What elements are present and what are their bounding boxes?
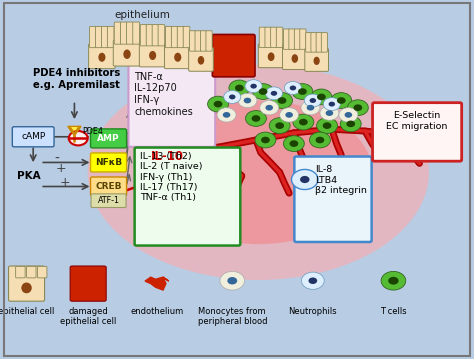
Circle shape bbox=[238, 93, 257, 108]
Circle shape bbox=[337, 97, 346, 104]
Circle shape bbox=[259, 88, 267, 95]
Circle shape bbox=[292, 169, 318, 190]
FancyBboxPatch shape bbox=[195, 31, 201, 51]
Circle shape bbox=[323, 98, 340, 111]
Text: NFκB: NFκB bbox=[95, 158, 122, 167]
Circle shape bbox=[320, 106, 339, 120]
FancyBboxPatch shape bbox=[9, 266, 45, 301]
FancyBboxPatch shape bbox=[139, 42, 166, 67]
Circle shape bbox=[255, 132, 276, 148]
Circle shape bbox=[317, 118, 337, 134]
FancyBboxPatch shape bbox=[158, 25, 165, 46]
Text: T cells: T cells bbox=[380, 307, 407, 316]
Circle shape bbox=[298, 88, 307, 95]
Circle shape bbox=[316, 137, 324, 143]
FancyBboxPatch shape bbox=[276, 27, 283, 47]
Circle shape bbox=[310, 98, 316, 103]
FancyBboxPatch shape bbox=[294, 29, 301, 50]
FancyBboxPatch shape bbox=[183, 27, 190, 48]
Text: damaged
epithelial cell: damaged epithelial cell bbox=[60, 307, 116, 326]
FancyBboxPatch shape bbox=[37, 266, 47, 278]
Circle shape bbox=[229, 80, 250, 96]
FancyBboxPatch shape bbox=[96, 27, 102, 48]
Circle shape bbox=[299, 119, 308, 125]
FancyBboxPatch shape bbox=[283, 29, 290, 50]
Circle shape bbox=[284, 81, 301, 94]
Text: -: - bbox=[55, 152, 59, 166]
FancyBboxPatch shape bbox=[206, 31, 212, 51]
Circle shape bbox=[293, 114, 314, 130]
FancyBboxPatch shape bbox=[89, 44, 115, 69]
FancyBboxPatch shape bbox=[113, 40, 141, 66]
Circle shape bbox=[269, 118, 290, 134]
Circle shape bbox=[271, 91, 277, 96]
Circle shape bbox=[292, 84, 313, 99]
Circle shape bbox=[354, 104, 362, 111]
Ellipse shape bbox=[149, 51, 156, 60]
Circle shape bbox=[311, 89, 332, 105]
Circle shape bbox=[260, 101, 279, 115]
FancyBboxPatch shape bbox=[177, 27, 184, 48]
Circle shape bbox=[304, 94, 321, 107]
Circle shape bbox=[253, 84, 273, 99]
FancyBboxPatch shape bbox=[101, 27, 108, 48]
Circle shape bbox=[317, 94, 326, 100]
Circle shape bbox=[244, 98, 251, 103]
Circle shape bbox=[245, 80, 262, 93]
Ellipse shape bbox=[313, 57, 320, 65]
Circle shape bbox=[300, 176, 310, 183]
Circle shape bbox=[69, 131, 88, 145]
Text: cAMP: cAMP bbox=[21, 132, 46, 141]
Circle shape bbox=[283, 136, 304, 151]
Text: IL-8
LTB4
β2 integrin: IL-8 LTB4 β2 integrin bbox=[315, 165, 367, 195]
FancyBboxPatch shape bbox=[316, 33, 322, 52]
Circle shape bbox=[328, 102, 335, 107]
FancyBboxPatch shape bbox=[172, 27, 178, 48]
Circle shape bbox=[250, 84, 257, 89]
FancyBboxPatch shape bbox=[164, 44, 191, 69]
Circle shape bbox=[290, 85, 296, 90]
FancyBboxPatch shape bbox=[152, 25, 159, 46]
Circle shape bbox=[307, 105, 314, 111]
FancyBboxPatch shape bbox=[27, 266, 36, 278]
Circle shape bbox=[290, 140, 298, 147]
FancyBboxPatch shape bbox=[294, 157, 372, 242]
Circle shape bbox=[214, 101, 222, 107]
FancyBboxPatch shape bbox=[12, 127, 54, 147]
FancyBboxPatch shape bbox=[311, 33, 317, 52]
Text: CREB: CREB bbox=[95, 182, 122, 191]
Text: AMP: AMP bbox=[97, 134, 120, 143]
Ellipse shape bbox=[292, 54, 298, 63]
FancyBboxPatch shape bbox=[146, 25, 153, 46]
Circle shape bbox=[252, 115, 260, 122]
FancyBboxPatch shape bbox=[120, 22, 127, 44]
Polygon shape bbox=[68, 126, 81, 136]
Circle shape bbox=[346, 121, 355, 127]
Text: IL-13 (Th2)
IL-2 (T naive)
IFN-γ (Th1)
IL-17 (Th17)
TNF-α (Th1): IL-13 (Th2) IL-2 (T naive) IFN-γ (Th1) I… bbox=[140, 152, 202, 202]
Circle shape bbox=[265, 87, 283, 100]
FancyBboxPatch shape bbox=[90, 27, 96, 48]
FancyBboxPatch shape bbox=[212, 34, 255, 77]
FancyBboxPatch shape bbox=[258, 44, 284, 67]
Circle shape bbox=[272, 93, 292, 108]
Circle shape bbox=[275, 122, 284, 129]
Text: Monocytes from
peripheral blood: Monocytes from peripheral blood bbox=[198, 307, 267, 326]
Ellipse shape bbox=[174, 53, 181, 62]
Text: endothelium: endothelium bbox=[130, 307, 183, 316]
Circle shape bbox=[223, 112, 230, 118]
FancyBboxPatch shape bbox=[128, 65, 215, 147]
FancyBboxPatch shape bbox=[259, 27, 266, 47]
FancyBboxPatch shape bbox=[321, 33, 328, 52]
Circle shape bbox=[229, 94, 236, 99]
Circle shape bbox=[388, 277, 399, 285]
Text: IL-10: IL-10 bbox=[151, 150, 184, 163]
Circle shape bbox=[261, 137, 270, 143]
Text: Neutrophils: Neutrophils bbox=[289, 307, 337, 316]
Circle shape bbox=[339, 108, 358, 122]
Circle shape bbox=[280, 108, 299, 122]
FancyBboxPatch shape bbox=[190, 31, 196, 51]
FancyBboxPatch shape bbox=[135, 148, 240, 246]
FancyBboxPatch shape bbox=[127, 22, 133, 44]
Ellipse shape bbox=[98, 53, 105, 62]
FancyBboxPatch shape bbox=[289, 29, 295, 50]
